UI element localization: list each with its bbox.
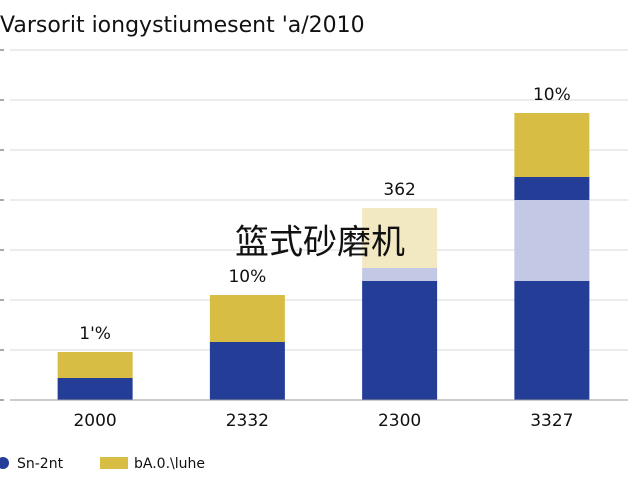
chart-title: Varsorit iongystiumesent 'a/2010 bbox=[0, 13, 365, 38]
bar-segment bbox=[57, 352, 133, 378]
bar-segment bbox=[514, 113, 590, 177]
bar-segment bbox=[209, 342, 285, 400]
bar-annotation: 10% bbox=[228, 267, 266, 287]
x-tick-label: 2300 bbox=[378, 411, 421, 431]
x-tick-label: 3327 bbox=[530, 411, 573, 431]
bar-annotation: 10% bbox=[533, 85, 571, 105]
bar-segment bbox=[57, 378, 133, 400]
bar-segment bbox=[209, 295, 285, 342]
bar-annotation: 362 bbox=[383, 180, 415, 200]
bar-segment bbox=[362, 268, 438, 281]
bar-segment bbox=[362, 281, 438, 400]
x-tick-label: 2332 bbox=[226, 411, 269, 431]
watermark: 篮式砂磨机 bbox=[235, 223, 405, 263]
bar-segment bbox=[362, 208, 438, 268]
legend-label: bA.0.\luhe bbox=[134, 456, 205, 472]
bar-segment bbox=[514, 200, 590, 281]
legend-swatch bbox=[0, 457, 9, 469]
x-tick-label: 2000 bbox=[73, 411, 116, 431]
bar-segment bbox=[514, 177, 590, 200]
bar-annotation: 1'% bbox=[79, 324, 111, 344]
legend-swatch bbox=[100, 457, 128, 469]
legend-label: Sn-2nt bbox=[17, 456, 64, 472]
bar-segment bbox=[514, 281, 590, 400]
